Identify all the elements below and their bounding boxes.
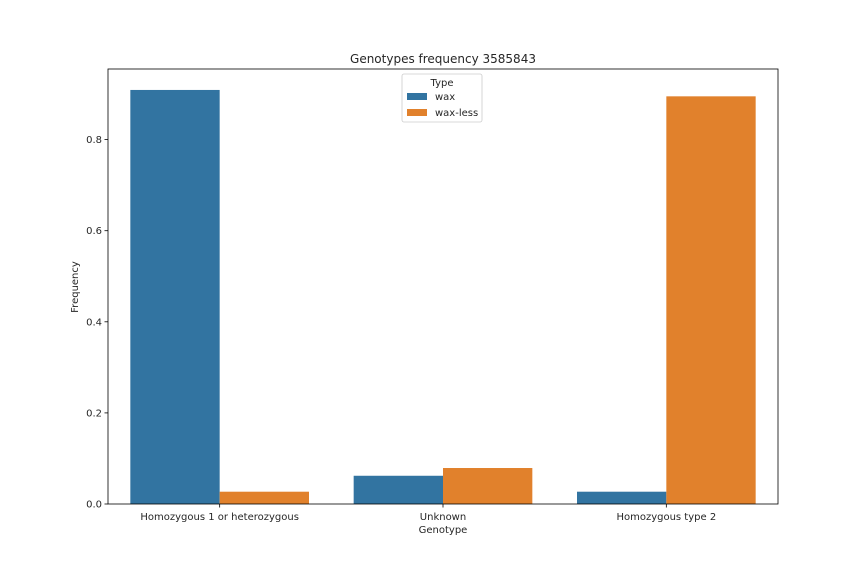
legend-label-wax: wax: [435, 92, 455, 103]
x-axis: Homozygous 1 or heterozygous Unknown Homoz…: [140, 504, 716, 523]
y-tick-label: 0.4: [86, 317, 102, 328]
chart-title: Genotypes frequency 3585843: [350, 52, 536, 66]
y-tick-label: 0.0: [86, 500, 102, 511]
y-axis-label: Frequency: [70, 261, 81, 313]
y-tick-label: 0.6: [86, 226, 102, 237]
bars-group: [130, 89, 756, 505]
legend-title: Type: [430, 78, 454, 89]
bar-wax-less-0: [219, 491, 309, 504]
legend-items: wax wax-less: [407, 92, 478, 119]
legend-swatch-wax: [407, 93, 427, 100]
bar-wax-less-1: [443, 468, 533, 504]
bar-wax-less-2: [666, 96, 756, 505]
y-axis: 0.0 0.2 0.4 0.6 0.8: [86, 135, 108, 511]
x-tick-label: Homozygous 1 or heterozygous: [140, 512, 299, 523]
bar-wax-0: [130, 89, 220, 504]
legend-label-wax-less: wax-less: [435, 108, 478, 119]
legend-swatch-wax-less: [407, 109, 427, 116]
bar-wax-1: [353, 475, 443, 504]
legend: Type wax wax-less: [401, 73, 483, 123]
x-axis-label: Genotype: [419, 525, 468, 536]
y-tick-label: 0.2: [86, 408, 102, 419]
bar-wax-2: [577, 491, 667, 504]
y-tick-label: 0.8: [86, 135, 102, 146]
x-tick-label: Homozygous type 2: [616, 512, 716, 523]
x-tick-label: Unknown: [420, 512, 466, 523]
